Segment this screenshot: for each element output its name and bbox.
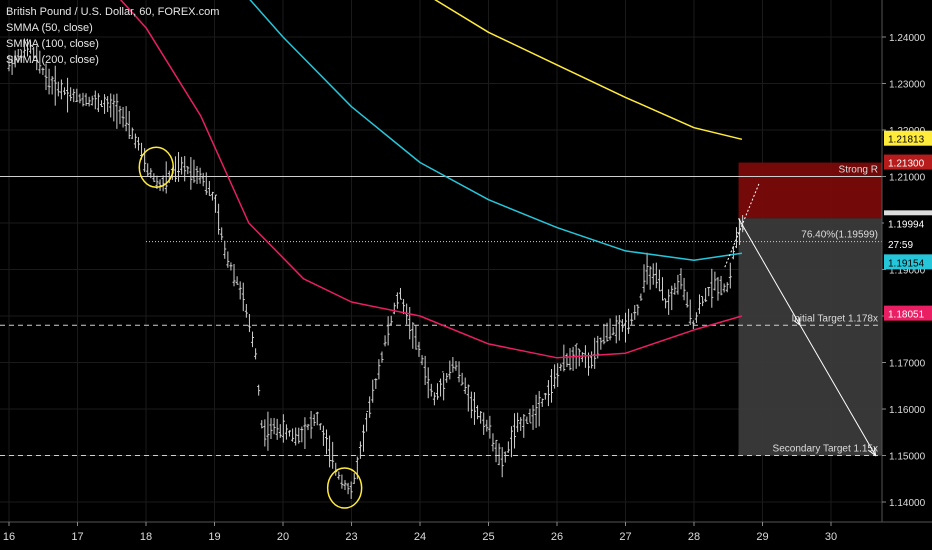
y-tick-label: 1.21000	[889, 173, 926, 184]
y-tick-label: 1.17000	[889, 359, 926, 370]
price-tag-label: 1.21300	[888, 159, 925, 170]
level-label-fib-level: 76.40%(1.19599)	[801, 230, 878, 241]
projection-lead	[724, 183, 760, 268]
level-label-strong-resistance: Strong R	[839, 165, 878, 176]
smma-50-line	[119, 0, 743, 359]
x-tick-label: 30	[825, 531, 837, 543]
x-tick-label: 25	[482, 531, 494, 543]
price-tag-bg	[884, 130, 932, 146]
price-tag-label: 1.21813	[888, 135, 925, 146]
x-tick-label: 18	[140, 531, 152, 543]
price-tag-label: 27:59	[888, 240, 913, 251]
price-series	[7, 38, 745, 499]
price-tag-bg	[884, 154, 932, 170]
y-tick-label: 1.15000	[889, 452, 926, 463]
x-tick-label: 19	[208, 531, 220, 543]
x-tick-label: 20	[277, 531, 289, 543]
x-tick-label: 28	[688, 531, 700, 543]
highlight-circle	[138, 146, 175, 188]
price-tag-label: 1.18051	[888, 310, 925, 321]
y-tick-label: 1.23000	[889, 80, 926, 91]
projection-segment	[799, 325, 876, 456]
level-label-initial-target: Initial Target 1.178x	[791, 313, 878, 324]
price-tag-bg	[884, 254, 932, 270]
legend-smma-100[interactable]: SMMA (100, close)	[6, 38, 99, 50]
x-tick-label: 17	[71, 531, 83, 543]
x-tick-label: 29	[756, 531, 768, 543]
x-tick-label: 24	[414, 531, 426, 543]
smma-100-line	[249, 0, 743, 261]
projection-segment	[738, 218, 801, 326]
x-tick-label: 23	[345, 531, 357, 543]
level-label-secondary-target: Secondary Target 1.15x	[773, 444, 878, 455]
projection-arrowhead	[868, 447, 877, 457]
legend-smma-50[interactable]: SMMA (50, close)	[6, 22, 93, 34]
y-tick-label: 1.19000	[889, 266, 926, 277]
chart-title: British Pound / U.S. Dollar, 60, FOREX.c…	[6, 6, 220, 18]
x-tick-label: 16	[3, 531, 15, 543]
price-tag-label: 1.19994	[888, 219, 925, 230]
y-tick-label: 1.14000	[889, 498, 926, 509]
y-tick-label: 1.16000	[889, 405, 926, 416]
legend-smma-200[interactable]: SMMA (200, close)	[6, 54, 99, 66]
highlight-circle	[326, 467, 363, 509]
chart-legend: British Pound / U.S. Dollar, 60, FOREX.c…	[6, 4, 219, 68]
x-tick-label: 26	[551, 531, 563, 543]
price-tag-bg	[884, 215, 932, 231]
price-axis-bg	[882, 0, 932, 550]
smma-lines	[119, 0, 743, 359]
x-tick-label: 27	[619, 531, 631, 543]
price-tag-bg	[884, 305, 932, 321]
price-tag-label: 1.19154	[888, 258, 925, 269]
price-tag-bg	[884, 235, 932, 251]
y-tick-label: 1.24000	[889, 33, 926, 44]
smma-200-line	[434, 0, 743, 141]
annotations	[138, 146, 877, 509]
